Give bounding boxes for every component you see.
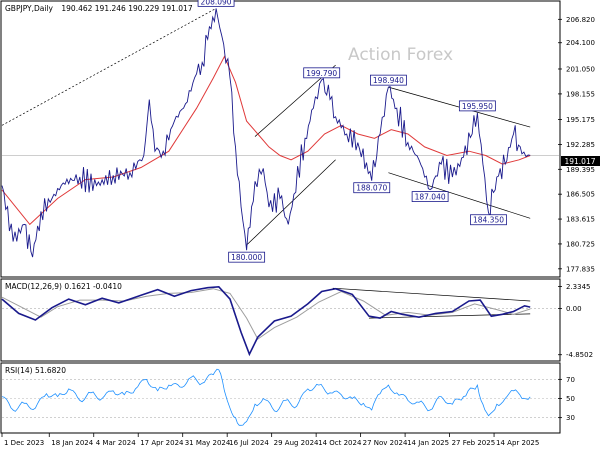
key-level-box: [411, 191, 449, 202]
price-y-tick-label: 183.615: [566, 216, 595, 224]
macd-line: [1, 285, 531, 357]
price-trendline: [246, 159, 336, 246]
key-level-box: [353, 182, 391, 194]
macd-polyline: [1, 285, 531, 357]
x-tick-label: 14 Jan 2025: [407, 439, 449, 447]
key-level-label: 180.000: [231, 253, 262, 262]
x-tick-label: 27 Nov 2024: [363, 439, 408, 447]
rsi-level-lines: [2, 379, 559, 418]
last-price-label: 191.017: [564, 157, 595, 166]
key-level-label: 184.350: [473, 216, 504, 225]
price-y-tick-label: 206.820: [566, 16, 595, 24]
ohlc-values: 190.462 191.246 190.229 191.017: [61, 4, 192, 13]
x-tick-label: 17 Apr 2024: [140, 439, 184, 447]
x-tick-label: 16 Jul 2024: [229, 439, 269, 447]
key-level-box: [370, 74, 407, 86]
price-polyline: [1, 8, 531, 258]
price-y-tick-label: 186.505: [566, 191, 595, 199]
macd-signal-polyline: [1, 288, 531, 340]
x-tick-label: 14 Apr 2025: [496, 439, 539, 447]
key-level-box: [458, 100, 496, 112]
price-trendlines: [1, 8, 531, 246]
last-price-box: [561, 156, 600, 166]
key-level-label: 198.940: [373, 76, 404, 85]
macd-y-axis: 2.3345 0.00 -4.8502: [558, 283, 593, 359]
price-y-tick-label: 195.175: [566, 116, 595, 124]
price-panel-frame: [0, 0, 561, 278]
x-tick-label: 29 Aug 2024: [274, 439, 319, 447]
price-y-tick-label: 198.155: [566, 90, 595, 98]
key-level-box: [228, 251, 266, 263]
macd-y-tick-label: 0.00: [566, 305, 582, 313]
x-tick-label: 18 Jan 2024: [51, 439, 94, 447]
rsi-line: [1, 368, 531, 426]
key-level-labels: 208.090 180.000 199.790 188.070 198.940 187.0…: [197, 0, 507, 263]
key-level-label: 199.790: [306, 69, 337, 78]
price-y-tick-label: 189.395: [566, 166, 595, 174]
x-tick-label: 14 Oct 2024: [318, 439, 362, 447]
x-axis: 1 Dec 2023 18 Jan 2024 4 Mar 2024 17 Apr 20…: [1, 433, 539, 447]
price-line: [1, 8, 531, 258]
last-price-marker: 191.017: [561, 156, 600, 166]
x-tick-label: 1 Dec 2023: [4, 439, 44, 447]
rsi-y-tick-label: 30: [566, 414, 575, 422]
price-trendline: [1, 8, 217, 126]
key-level-box: [197, 0, 235, 7]
rsi-polyline: [1, 368, 531, 426]
symbol-label: GBPJPY,Daily: [5, 4, 54, 13]
ema-line: [1, 55, 531, 226]
macd-label: MACD(12,26,9) 0.1621 -0.0410: [5, 282, 122, 291]
price-trendline: [388, 172, 531, 219]
price-y-tick-label: 177.835: [566, 265, 595, 273]
rsi-y-tick-label: 50: [566, 395, 575, 403]
rsi-y-tick-label: 70: [566, 376, 575, 384]
chart-header: GBPJPY,Daily 190.462 191.246 190.229 191…: [5, 4, 193, 13]
price-y-tick-label: 201.050: [566, 65, 595, 73]
macd-trendline: [332, 287, 531, 302]
watermark: Action Forex: [348, 45, 453, 65]
price-y-tick-label: 192.285: [566, 141, 595, 149]
macd-signal-line: [1, 288, 531, 340]
key-level-label: 195.950: [462, 102, 493, 111]
ema-polyline: [1, 55, 531, 226]
macd-y-tick-label: -4.8502: [566, 351, 593, 359]
key-level-label: 188.070: [356, 184, 387, 193]
rsi-label: RSI(14) 51.6820: [5, 366, 66, 375]
x-tick-label: 27 Feb 2025: [452, 439, 496, 447]
macd-y-tick-label: 2.3345: [566, 283, 591, 291]
rsi-panel-frame: [0, 362, 561, 434]
key-level-label: 208.090: [201, 0, 232, 6]
rsi-y-axis: 70 50 30: [558, 376, 575, 422]
macd-panel-frame: [0, 278, 561, 362]
price-y-tick-label: 204.100: [566, 39, 595, 47]
price-y-axis: 206.820 204.100 201.050 198.155 195.175 192.2…: [558, 16, 595, 273]
price-y-tick-label: 180.725: [566, 240, 595, 248]
key-level-box: [470, 214, 507, 226]
key-level-label: 187.040: [415, 193, 446, 202]
x-tick-label: 4 Mar 2024: [96, 439, 136, 447]
key-level-box: [303, 67, 341, 79]
x-tick-label: 31 May 2024: [185, 439, 231, 447]
